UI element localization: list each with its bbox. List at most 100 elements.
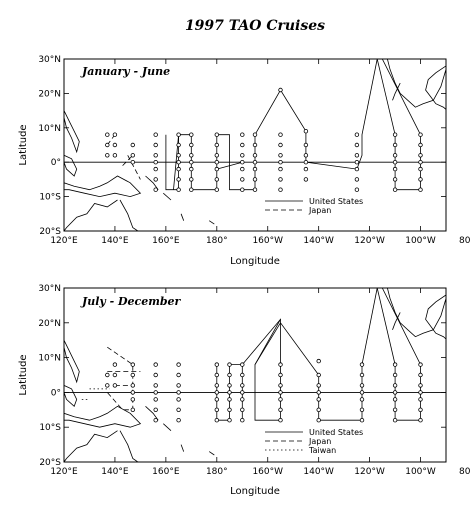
mooring-station [359,362,365,367]
x-tick-label: 160°W [252,236,283,246]
mooring-station [112,132,118,137]
mooring-station [130,153,135,158]
coastline-path [180,444,185,452]
mooring-station [392,132,398,137]
panel-frame [63,287,447,463]
mooring-station [392,166,398,172]
japan-cruise-track [122,155,134,166]
mooring-station [153,132,158,137]
mooring-station [240,142,245,148]
us-cruise-track [254,319,281,365]
mooring-station [392,177,398,182]
y-tick-label: 30°N [38,284,61,294]
y-tick-label: 0° [51,158,61,168]
legend-label: United States [309,428,363,437]
mooring-station [153,187,158,192]
coastline-path [64,154,78,177]
x-axis-label: Longitude [230,256,280,267]
mooring-station [278,397,283,402]
mooring-station [153,418,158,423]
mooring-station [130,397,135,402]
coastline-path [208,451,215,456]
x-tick-label: 140°W [303,467,334,477]
coastline-path [392,312,401,330]
mooring-station [303,128,309,134]
mooring-station [189,132,194,137]
mooring-station [130,142,135,148]
mooring-station [189,153,194,158]
mooring-station [316,397,321,402]
mooring-station [392,187,398,192]
mooring-station [112,372,118,378]
x-tick-label: 140°E [101,236,129,246]
coastline-path [466,80,470,84]
y-tick-label: 20°S [39,227,61,237]
x-ticks: 120°E 140°E 160°E 180° 160°W 140°W 120°W 100°W 8… [50,288,470,477]
x-tick-label: 80°W [459,236,470,246]
mooring-station [130,372,135,378]
mooring-station [252,132,258,137]
mooring-station [189,187,194,192]
mooring-station [214,187,219,192]
mooring-station [392,142,398,148]
mooring-station [252,166,258,172]
mooring-station [105,142,110,148]
mooring-station [354,153,360,158]
y-axis-label: Latitude [18,354,29,395]
mooring-station [112,153,118,158]
mooring-station [392,407,398,412]
x-tick-label: 180° [206,467,228,477]
panel-january-june: January - June Latitude Longitude 30°N 20… [18,55,470,267]
mooring-station [214,132,219,137]
mooring-station [418,132,423,137]
mooring-station [252,142,258,148]
mooring-station [278,142,283,148]
mooring-station [153,159,158,165]
coastline-path [466,309,470,313]
mooring-station [176,372,181,378]
mooring-station [418,187,423,192]
mooring-station [252,153,258,158]
mooring-station [176,159,181,165]
mooring-station [176,166,181,172]
coastline-path [64,385,78,407]
y-tick-label: 20°N [38,89,61,99]
mooring-station [418,142,423,148]
mooring-station [418,397,423,402]
mooring-station [418,418,423,423]
y-tick-label: 20°N [38,319,61,329]
legend-label: Japan [308,437,331,446]
mooring-station [418,372,423,378]
mooring-station [303,142,309,148]
mooring-station [359,383,365,388]
mooring-station [316,383,321,388]
mooring-station [153,397,158,402]
mooring-station [392,159,398,165]
us-cruise-track [216,161,243,170]
mooring-station [112,142,118,148]
mooring-station [227,397,232,402]
mooring-station [240,187,245,192]
mooring-station [240,383,245,388]
x-tick-label: 140°W [303,236,334,246]
mooring-station [176,142,181,148]
mooring-station [227,372,232,378]
coastline-path [461,323,470,327]
mooring-station [176,153,181,158]
mooring-station [240,397,245,402]
mooring-station [278,383,283,388]
mooring-station [153,153,158,158]
mooring-station [303,166,309,172]
mooring-station [316,390,321,395]
coastline-path [392,82,401,101]
mooring-station [214,362,219,367]
panel-july-december: July - December Latitude Longitude 30°N 2… [18,284,470,497]
mooring-station [354,159,360,165]
coastline-path [163,423,172,431]
y-axis-label: Latitude [18,124,29,165]
mooring-station [153,390,158,395]
mooring-station [354,132,360,137]
mooring-station [189,177,194,182]
